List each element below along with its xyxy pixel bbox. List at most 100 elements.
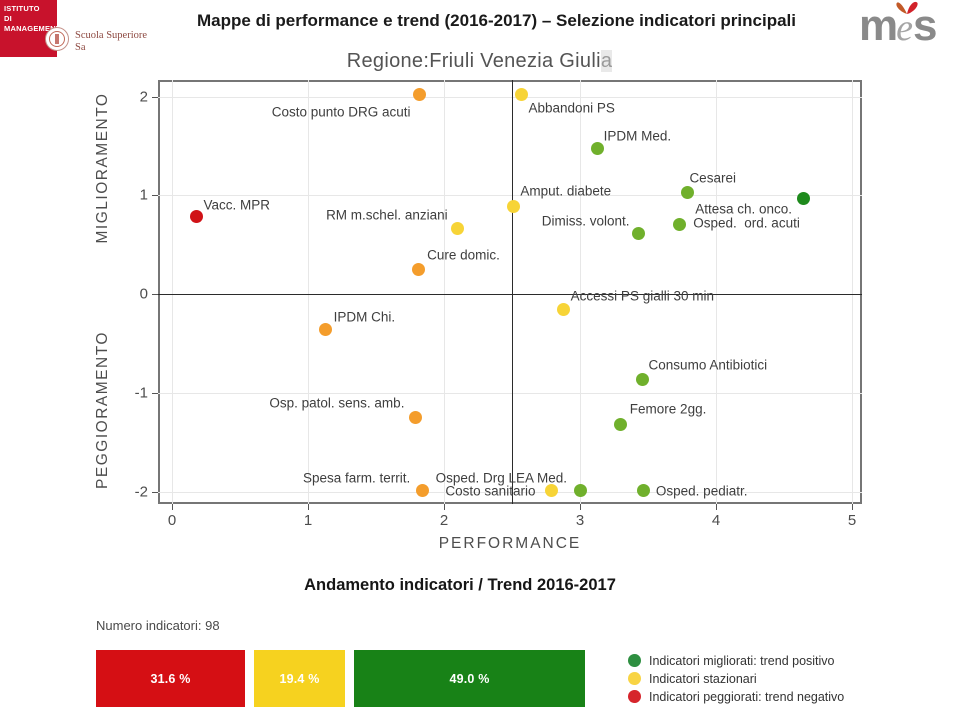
scatter-point-consumo-antibiotici[interactable] bbox=[636, 373, 650, 387]
x-tick-4 bbox=[716, 504, 717, 510]
page-title: Mappe di performance e trend (2016-2017)… bbox=[197, 11, 796, 30]
point-label-consumo-antibiotici: Consumo Antibiotici bbox=[648, 357, 768, 373]
y-tick-0 bbox=[152, 294, 158, 295]
point-label-osped-ord-acuti: Osped. ord. acuti bbox=[693, 215, 800, 231]
point-label-cesarei: Cesarei bbox=[689, 170, 736, 186]
scatter-point-osped-drg-lea-med[interactable] bbox=[573, 484, 587, 497]
point-label-osped-pediatr: Osped. pediatr. bbox=[655, 483, 748, 498]
x-tick-5 bbox=[852, 504, 853, 510]
gridline-x-2 bbox=[444, 80, 445, 504]
mes-letter-s: s bbox=[913, 1, 938, 50]
x-tick-label-4: 4 bbox=[711, 512, 721, 529]
legend-dot-icon bbox=[628, 672, 641, 685]
school-line2: Sa bbox=[75, 42, 86, 54]
gridline-x-4 bbox=[716, 80, 717, 504]
scatter-point-femore-2gg[interactable] bbox=[614, 417, 628, 431]
y-tick-label--2: -2 bbox=[134, 483, 148, 500]
point-label-costo-sanitario: Costo sanitario bbox=[445, 483, 536, 498]
scatter-point-abbandoni-ps[interactable] bbox=[515, 88, 529, 102]
trend-bar-49-0[interactable]: 49.0 % bbox=[354, 650, 585, 707]
point-label-osp-patol-sens-amb: Osp. patol. sens. amb. bbox=[269, 395, 405, 411]
y-tick-label-2: 2 bbox=[139, 88, 148, 105]
point-label-abbandoni-ps: Abbandoni PS bbox=[528, 100, 615, 116]
x-tick-1 bbox=[308, 504, 309, 510]
y-tick-label-0: 0 bbox=[139, 285, 148, 303]
gridline-x-1 bbox=[308, 80, 309, 504]
trend-bar-chart: 31.6 % 19.4 % 49.0 % bbox=[96, 650, 585, 707]
point-label-dimiss-volont: Dimiss. volont. bbox=[541, 213, 630, 229]
x-tick-3 bbox=[580, 504, 581, 510]
scuola-superiore-seal-icon bbox=[45, 27, 69, 51]
point-label-ipdm-med: IPDM Med. bbox=[603, 128, 672, 144]
gridline-x-0 bbox=[172, 80, 173, 504]
scatter-point-cesarei[interactable] bbox=[680, 185, 694, 199]
gridline-y-1 bbox=[158, 195, 862, 197]
scatter-point-attesa-ch-onco[interactable] bbox=[796, 191, 810, 205]
trend-legend: Indicatori migliorati: trend positivo Ind… bbox=[628, 654, 845, 704]
legend-item-indicatori-stazionari: Indicatori stazionari bbox=[628, 671, 844, 686]
istituto-logo-line2: DI MANAGEMENT bbox=[4, 13, 61, 33]
y-tick--1 bbox=[152, 392, 158, 394]
trend-bar-19-4[interactable]: 19.4 % bbox=[254, 650, 345, 707]
trend-bar-value: 49.0 % bbox=[449, 671, 490, 686]
scatter-point-osp-patol-sens-amb[interactable] bbox=[408, 410, 422, 424]
istituto-logo-line1: ISTITUTO bbox=[4, 4, 40, 13]
quadrant-divider-vertical bbox=[512, 80, 513, 504]
point-label-spesa-farm-territ: Spesa farm. territ. bbox=[302, 470, 411, 485]
gridline-y-2 bbox=[158, 96, 862, 98]
scatter-point-costo-punto-drg-acuti[interactable] bbox=[413, 88, 427, 102]
x-tick-2 bbox=[444, 504, 445, 510]
scatter-point-osped-ord-acuti[interactable] bbox=[672, 218, 686, 232]
legend-dot-icon bbox=[628, 690, 641, 703]
x-tick-0 bbox=[172, 504, 173, 510]
point-label-femore-2gg: Femore 2gg. bbox=[629, 401, 707, 417]
trend-section-title: Andamento indicatori / Trend 2016-2017 bbox=[304, 576, 616, 594]
scatter-point-amput-diabete[interactable] bbox=[506, 199, 520, 213]
x-tick-label-5: 5 bbox=[847, 512, 857, 529]
indicator-count-label: Numero indicatori: 98 bbox=[96, 618, 220, 633]
trend-bar-31-6[interactable]: 31.6 % bbox=[96, 650, 245, 707]
point-label-osped-drg-lea-med: Osped. Drg LEA Med. bbox=[435, 470, 567, 485]
y-tick-2 bbox=[152, 96, 158, 98]
plot-area-border bbox=[158, 80, 862, 504]
scatter-point-dimiss-volont[interactable] bbox=[631, 227, 645, 241]
x-tick-label-1: 1 bbox=[303, 512, 313, 529]
point-label-rm-m-schel-anziani: RM m.schel. anziani bbox=[326, 207, 448, 223]
gridline-y--1 bbox=[158, 392, 862, 394]
scatter-point-ipdm-med[interactable] bbox=[591, 142, 605, 156]
scatter-point-accessi-ps-gialli-30-min[interactable] bbox=[557, 303, 571, 317]
gridline-y--2 bbox=[158, 491, 862, 493]
scatter-point-cure-domic[interactable] bbox=[411, 262, 425, 276]
region-subtitle-last-char: a bbox=[600, 50, 613, 72]
x-tick-label-0: 0 bbox=[167, 512, 177, 529]
legend-item-indicatori-peggiorati-trend-negativo: Indicatori peggiorati: trend negativo bbox=[628, 689, 845, 704]
y-axis-title-bottom: PEGGIORAMENTO bbox=[94, 331, 111, 489]
trend-bar-value: 31.6 % bbox=[150, 671, 191, 686]
point-label-cure-domic: Cure domic. bbox=[427, 247, 500, 263]
y-axis-title-top: MIGLIORAMENTO bbox=[94, 92, 111, 244]
y-tick-label-1: 1 bbox=[139, 186, 148, 204]
school-line1: Scuola Superiore bbox=[75, 30, 148, 41]
mes-butterfly-icon bbox=[896, 1, 918, 14]
legend-label: Indicatori peggiorati: trend negativo bbox=[649, 689, 845, 704]
scatter-point-vacc-mpr[interactable] bbox=[189, 210, 203, 224]
legend-dot-icon bbox=[628, 654, 641, 667]
point-label-amput-diabete: Amput. diabete bbox=[520, 183, 612, 199]
scatter-point-osped-pediatr[interactable] bbox=[637, 484, 651, 497]
scatter-point-rm-m-schel-anziani[interactable] bbox=[451, 222, 465, 236]
scatter-point-ipdm-chi[interactable] bbox=[319, 323, 333, 337]
legend-item-indicatori-migliorati-trend-positivo: Indicatori migliorati: trend positivo bbox=[628, 654, 844, 668]
legend-label: Indicatori stazionari bbox=[649, 671, 757, 686]
point-label-attesa-ch-onco: Attesa ch. onco. bbox=[695, 201, 793, 217]
region-subtitle: Regione:Friuli Venezia Giulia bbox=[0, 50, 959, 73]
mes-letter-e: e bbox=[896, 7, 913, 49]
scatter-point-spesa-farm-territ[interactable] bbox=[415, 484, 429, 497]
y-tick--2 bbox=[152, 491, 158, 493]
x-tick-label-2: 2 bbox=[439, 512, 449, 529]
scatter-point-costo-sanitario[interactable] bbox=[544, 484, 558, 497]
y-tick-label--1: -1 bbox=[134, 384, 148, 402]
mes-letter-m: m bbox=[859, 1, 898, 50]
point-label-accessi-ps-gialli-30-min: Accessi PS gialli 30 min bbox=[570, 288, 714, 304]
